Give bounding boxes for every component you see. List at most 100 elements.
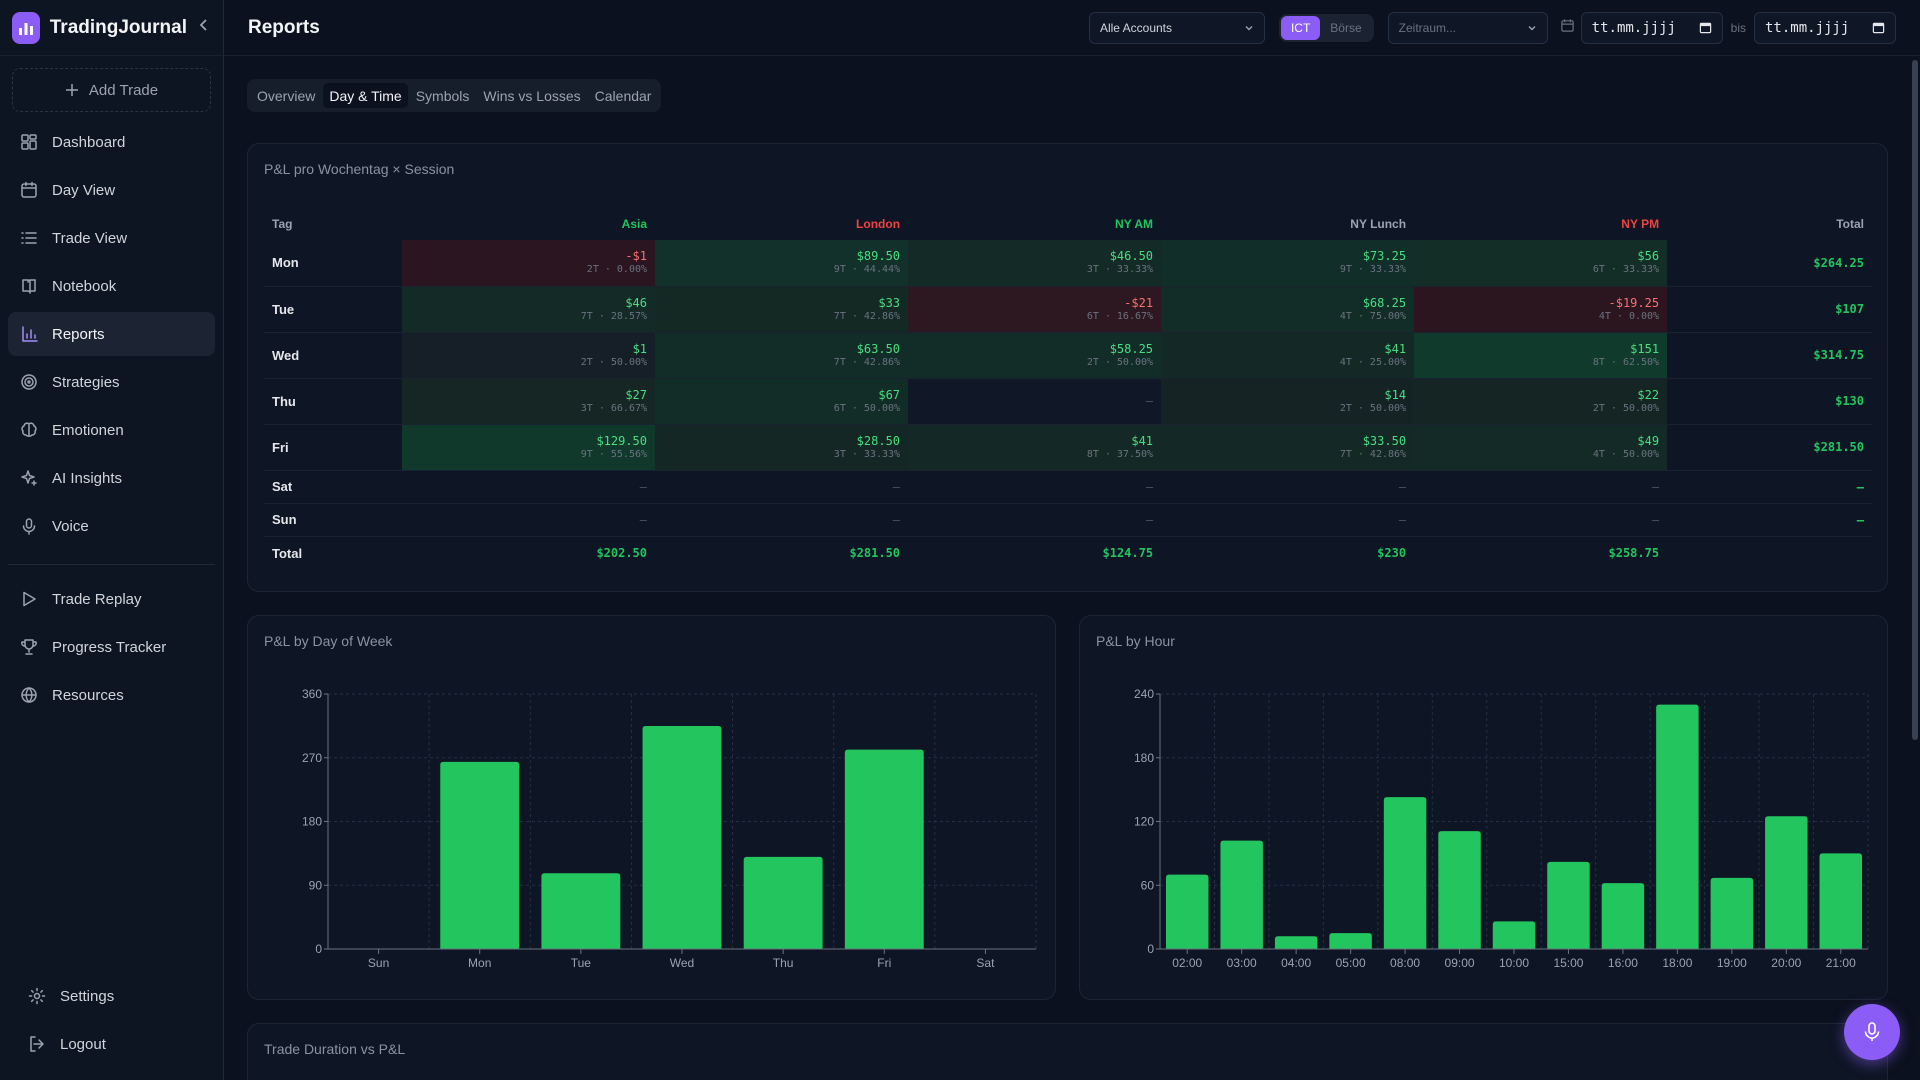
sidebar-item-label: Logout	[60, 1035, 106, 1053]
heatmap-cell: $27 3T · 66.67%	[402, 378, 656, 425]
day-label: Sun	[264, 503, 402, 537]
sidebar-nav-secondary: Trade Replay Progress Tracker Resources	[0, 577, 223, 717]
voice-fab-button[interactable]	[1844, 1004, 1900, 1060]
bar	[1220, 840, 1263, 949]
sidebar-item-label: AI Insights	[52, 469, 123, 487]
total-label: Total	[272, 545, 303, 561]
sidebar-item-day-view[interactable]: Day View	[8, 168, 215, 212]
x-tick-label: 10:00	[1499, 956, 1529, 970]
scrollbar[interactable]	[1912, 60, 1918, 740]
row-total: $281.50	[1667, 424, 1872, 471]
period-select[interactable]: Zeitraum...	[1387, 11, 1548, 44]
sidebar-item-strategies[interactable]: Strategies	[8, 360, 215, 404]
date-to-input[interactable]: tt.mm.jjjj	[1754, 11, 1896, 44]
duration-chart-card: Trade Duration vs P&L	[247, 1023, 1888, 1080]
cell-pnl: $73.25	[1362, 249, 1407, 264]
sidebar-item-resources[interactable]: Resources	[8, 673, 215, 717]
heatmap-cell: –	[908, 470, 1162, 504]
sidebar-item-label: Progress Tracker	[52, 638, 167, 656]
plus-icon	[65, 84, 78, 96]
chart-title: P&L by Day of Week	[264, 633, 393, 649]
heatmap-cell: –	[655, 470, 909, 504]
date-from-value: tt.mm.jjjj	[1591, 19, 1676, 36]
calendar-icon	[21, 181, 37, 198]
heatmap-cell: –	[402, 503, 656, 537]
sidebar-item-progress-tracker[interactable]: Progress Tracker	[8, 625, 215, 669]
cell-pnl: $28.50	[856, 433, 901, 448]
bar	[844, 749, 924, 949]
report-tabs: Overview Day & Time Symbols Wins vs Losses C…	[247, 79, 662, 112]
account-select[interactable]: Alle Accounts	[1088, 11, 1265, 44]
bar	[1438, 831, 1481, 949]
sidebar-item-label: Emotionen	[52, 421, 124, 439]
chart-title: P&L by Hour	[1096, 633, 1175, 649]
bar	[1274, 936, 1318, 949]
cell-pnl: $41	[1131, 433, 1154, 448]
toggle-boerse[interactable]: Börse	[1330, 20, 1362, 35]
heatmap-cell: -$19.25 4T · 0.00%	[1414, 286, 1668, 333]
add-trade-button[interactable]: Add Trade	[12, 68, 211, 112]
x-tick-label: Sat	[976, 956, 995, 970]
cell-pnl: –	[892, 479, 901, 494]
column-header: NY AM	[1115, 217, 1154, 231]
column-header: London	[856, 217, 901, 231]
cell-pnl: $151	[1630, 341, 1660, 356]
y-tick-label: 60	[1141, 878, 1155, 892]
bar	[440, 761, 520, 949]
y-tick-label: 180	[302, 815, 322, 829]
sidebar-item-ai-insights[interactable]: AI Insights	[8, 456, 215, 500]
day-of-week-chart: 0 90 180 270 360 Sun Mon Tue Wed Thu Fri Sat	[302, 687, 1037, 970]
tab-symbols[interactable]: Symbols	[415, 87, 470, 104]
bar	[642, 726, 722, 949]
sidebar-item-dashboard[interactable]: Dashboard	[8, 120, 215, 164]
sidebar-item-settings[interactable]: Settings	[16, 974, 207, 1018]
heatmap-cell: –	[908, 503, 1162, 537]
sparkles-icon	[21, 470, 37, 486]
cell-stats: 9T · 44.44%	[833, 264, 901, 276]
calendar-picker-icon[interactable]	[1872, 21, 1885, 34]
collapse-sidebar-icon[interactable]	[197, 18, 211, 37]
cell-stats: 6T · 16.67%	[1086, 310, 1154, 322]
sidebar: TradingJournal Add Trade Dashboard Day Vi…	[0, 0, 224, 1080]
tab-day-time[interactable]: Day & Time	[323, 83, 408, 108]
cell-stats: 7T · 42.86%	[833, 310, 901, 322]
toggle-ict[interactable]: ICT	[1280, 15, 1321, 40]
chart-title: Trade Duration vs P&L	[264, 1041, 406, 1057]
sidebar-item-voice[interactable]: Voice	[8, 504, 215, 548]
y-tick-label: 120	[1134, 815, 1154, 829]
calendar-picker-icon[interactable]	[1699, 21, 1712, 34]
table-row: Fri $129.50 9T · 55.56% $28.50 3T · 33.33% $4…	[264, 424, 1872, 471]
sidebar-item-notebook[interactable]: Notebook	[8, 264, 215, 308]
bar-chart-icon	[22, 326, 38, 342]
tab-overview[interactable]: Overview	[257, 87, 316, 104]
heatmap-cell: –	[655, 503, 909, 537]
time-mode-toggle: ICT Börse	[1278, 13, 1374, 42]
period-select-value: Zeitraum...	[1398, 20, 1457, 35]
sidebar-item-label: Trade Replay	[52, 590, 142, 608]
cell-pnl: –	[892, 512, 901, 527]
tab-calendar[interactable]: Calendar	[594, 87, 652, 104]
row-total: $264.25	[1667, 240, 1872, 287]
tab-wins-vs-losses[interactable]: Wins vs Losses	[483, 87, 581, 104]
y-tick-label: 180	[1134, 751, 1154, 765]
table-row: Tue $46 7T · 28.57% $33 7T · 42.86% -$21 6T · …	[264, 286, 1872, 333]
x-tick-label: 20:00	[1771, 956, 1801, 970]
x-tick-label: Sun	[368, 956, 389, 970]
table-row: Mon -$1 2T · 0.00% $89.50 9T · 44.44% $46.50 3…	[264, 240, 1872, 287]
day-label: Sat	[264, 470, 402, 504]
bar	[1710, 877, 1754, 949]
day-label: Fri	[264, 424, 402, 471]
cell-pnl: $58.25	[1109, 341, 1154, 356]
date-from-input[interactable]: tt.mm.jjjj	[1580, 11, 1723, 44]
x-tick-label: 08:00	[1390, 956, 1420, 970]
sidebar-item-logout[interactable]: Logout	[16, 1022, 207, 1066]
sidebar-item-trade-view[interactable]: Trade View	[8, 216, 215, 260]
y-tick-label: 270	[302, 751, 322, 765]
book-icon	[22, 279, 36, 294]
sidebar-item-trade-replay[interactable]: Trade Replay	[8, 577, 215, 621]
sidebar-item-reports[interactable]: Reports	[8, 312, 215, 356]
bar	[1547, 861, 1590, 949]
cell-pnl: $14	[1384, 387, 1407, 402]
heatmap-cell: $49 4T · 50.00%	[1414, 424, 1668, 471]
sidebar-item-emotionen[interactable]: Emotionen	[8, 408, 215, 452]
